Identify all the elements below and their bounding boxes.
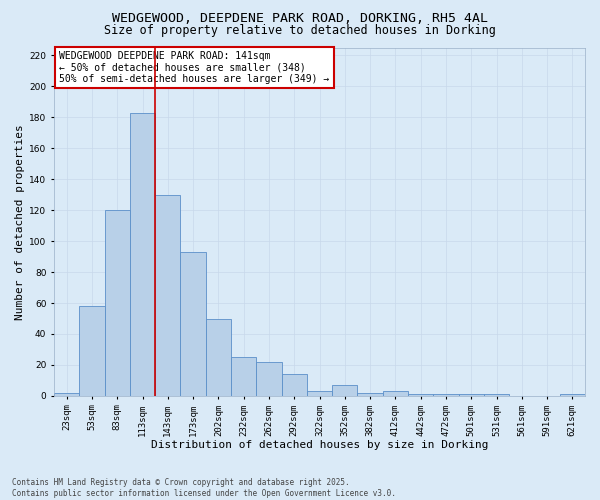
Y-axis label: Number of detached properties: Number of detached properties bbox=[15, 124, 25, 320]
Bar bbox=[484, 394, 509, 396]
Bar bbox=[332, 385, 358, 396]
Bar bbox=[231, 357, 256, 396]
Bar bbox=[458, 394, 484, 396]
Bar bbox=[79, 306, 104, 396]
Bar bbox=[54, 393, 79, 396]
Text: WEDGEWOOD DEEPDENE PARK ROAD: 141sqm
← 50% of detached houses are smaller (348)
: WEDGEWOOD DEEPDENE PARK ROAD: 141sqm ← 5… bbox=[59, 51, 329, 84]
Bar bbox=[433, 394, 458, 396]
Bar bbox=[383, 392, 408, 396]
Bar bbox=[560, 394, 585, 396]
Bar bbox=[358, 393, 383, 396]
Text: Size of property relative to detached houses in Dorking: Size of property relative to detached ho… bbox=[104, 24, 496, 37]
Bar bbox=[130, 112, 155, 396]
Bar bbox=[307, 392, 332, 396]
Bar bbox=[155, 194, 181, 396]
Bar bbox=[206, 318, 231, 396]
Bar bbox=[281, 374, 307, 396]
Bar bbox=[408, 394, 433, 396]
X-axis label: Distribution of detached houses by size in Dorking: Distribution of detached houses by size … bbox=[151, 440, 488, 450]
Bar bbox=[256, 362, 281, 396]
Bar bbox=[181, 252, 206, 396]
Text: Contains HM Land Registry data © Crown copyright and database right 2025.
Contai: Contains HM Land Registry data © Crown c… bbox=[12, 478, 396, 498]
Bar bbox=[104, 210, 130, 396]
Text: WEDGEWOOD, DEEPDENE PARK ROAD, DORKING, RH5 4AL: WEDGEWOOD, DEEPDENE PARK ROAD, DORKING, … bbox=[112, 12, 488, 26]
